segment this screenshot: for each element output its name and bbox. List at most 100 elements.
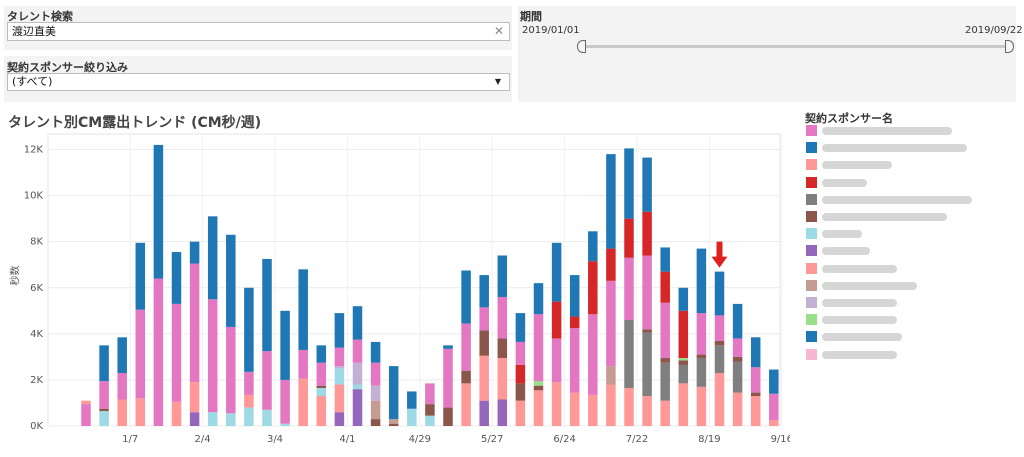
bar-segment[interactable] [298, 269, 308, 350]
bar-segment[interactable] [750, 337, 761, 368]
legend-item[interactable] [806, 262, 986, 276]
bar-segment[interactable] [642, 396, 652, 426]
legend-item[interactable] [806, 348, 986, 362]
bar-segment[interactable] [678, 360, 689, 365]
legend-item[interactable] [806, 158, 986, 172]
bar-segment[interactable] [660, 247, 670, 272]
bar-segment[interactable] [696, 248, 707, 314]
period-slider-end-handle[interactable] [1005, 40, 1014, 53]
bar-segment[interactable] [696, 386, 707, 426]
bar-segment[interactable] [370, 400, 381, 420]
bar-segment[interactable] [714, 340, 725, 346]
bar-segment[interactable] [624, 387, 634, 426]
bar-segment[interactable] [171, 401, 182, 426]
bar-segment[interactable] [117, 337, 127, 374]
bar-segment[interactable] [497, 358, 508, 400]
bar-segment[interactable] [461, 270, 471, 324]
bar-segment[interactable] [207, 299, 218, 413]
bar-segment[interactable] [135, 309, 146, 399]
bar-segment[interactable] [479, 330, 489, 356]
bar-segment[interactable] [334, 313, 345, 348]
bar-segment[interactable] [714, 271, 725, 316]
bar-segment[interactable] [388, 419, 399, 424]
bar-segment[interactable] [280, 310, 290, 380]
bar-segment[interactable] [425, 404, 435, 416]
bar-segment[interactable] [515, 400, 526, 426]
bar-segment[interactable] [443, 407, 453, 426]
bar-segment[interactable] [732, 356, 743, 362]
bar-segment[interactable] [678, 383, 689, 426]
bar-segment[interactable] [750, 396, 761, 426]
bar-segment[interactable] [660, 362, 670, 401]
bar-segment[interactable] [497, 255, 508, 297]
bar-segment[interactable] [515, 341, 526, 365]
period-slider-start-handle[interactable] [577, 40, 586, 53]
bar-segment[interactable] [135, 398, 146, 426]
bar-segment[interactable] [99, 408, 109, 412]
bar-segment[interactable] [171, 303, 182, 402]
legend-item[interactable] [806, 124, 986, 138]
bar-segment[interactable] [479, 355, 489, 401]
bar-segment[interactable] [678, 310, 689, 359]
bar-segment[interactable] [298, 378, 308, 426]
bar-segment[interactable] [533, 283, 544, 315]
bar-segment[interactable] [479, 307, 489, 331]
bar-segment[interactable] [714, 373, 725, 426]
bar-segment[interactable] [750, 367, 761, 393]
bar-segment[interactable] [370, 419, 381, 426]
bar-segment[interactable] [642, 211, 652, 256]
bar-segment[interactable] [461, 323, 471, 371]
bar-segment[interactable] [588, 231, 598, 262]
bar-segment[interactable] [280, 379, 290, 424]
bar-segment[interactable] [479, 275, 489, 308]
bar-segment[interactable] [81, 404, 91, 426]
bar-segment[interactable] [99, 381, 109, 409]
bar-segment[interactable] [407, 391, 417, 409]
bar-segment[interactable] [352, 389, 363, 426]
bar-segment[interactable] [443, 348, 453, 408]
bar-segment[interactable] [588, 314, 598, 395]
bar-segment[interactable] [153, 278, 164, 426]
bar-segment[interactable] [352, 384, 363, 390]
bar-segment[interactable] [660, 400, 670, 426]
legend-item[interactable] [806, 279, 986, 293]
bar-segment[interactable] [352, 362, 363, 385]
bar-segment[interactable] [551, 382, 562, 426]
bar-segment[interactable] [135, 242, 146, 310]
bar-segment[interactable] [678, 364, 689, 384]
bar-segment[interactable] [316, 385, 327, 388]
bar-segment[interactable] [497, 296, 508, 339]
bar-segment[interactable] [352, 339, 363, 363]
bar-segment[interactable] [515, 313, 526, 342]
bar-segment[interactable] [443, 345, 453, 349]
bar-segment[interactable] [461, 370, 471, 384]
bar-segment[interactable] [117, 373, 127, 400]
bar-segment[interactable] [569, 328, 580, 393]
bar-segment[interactable] [732, 303, 743, 339]
bar-segment[interactable] [99, 411, 109, 426]
bar-segment[interactable] [515, 364, 526, 384]
bar-segment[interactable] [714, 345, 725, 374]
bar-segment[interactable] [226, 326, 236, 414]
legend-item[interactable] [806, 210, 986, 224]
bar-segment[interactable] [316, 345, 327, 363]
bar-segment[interactable] [280, 423, 290, 426]
bar-segment[interactable] [624, 218, 634, 258]
bar-segment[interactable] [388, 366, 399, 420]
bar-segment[interactable] [732, 392, 743, 426]
bar-segment[interactable] [425, 383, 435, 405]
bar-segment[interactable] [207, 216, 218, 300]
bar-segment[interactable] [189, 412, 200, 426]
bar-segment[interactable] [334, 366, 345, 369]
bar-segment[interactable] [714, 315, 725, 341]
legend-item[interactable] [806, 176, 986, 190]
bar-segment[interactable] [334, 412, 345, 426]
bar-segment[interactable] [642, 332, 652, 397]
bar-segment[interactable] [678, 287, 689, 311]
bar-segment[interactable] [696, 313, 707, 355]
bar-segment[interactable] [153, 144, 164, 279]
bar-segment[interactable] [515, 383, 526, 401]
bar-segment[interactable] [533, 314, 544, 382]
bar-segment[interactable] [316, 396, 327, 426]
bar-segment[interactable] [370, 385, 381, 401]
